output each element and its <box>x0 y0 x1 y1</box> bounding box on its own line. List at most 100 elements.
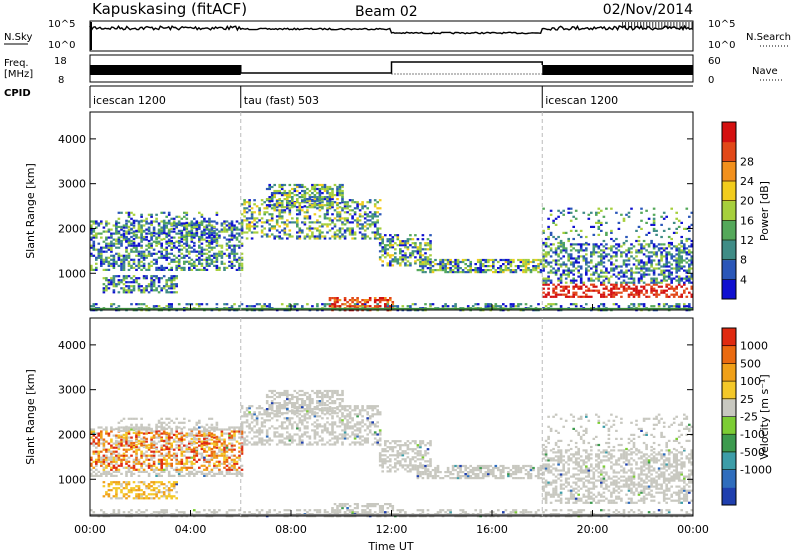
echo-cell <box>213 220 216 222</box>
echo-cell <box>284 221 287 223</box>
echo-cell <box>98 459 101 461</box>
echo-cell <box>130 426 133 428</box>
echo-cell <box>128 265 131 267</box>
echo-cell <box>354 219 357 221</box>
echo-cell <box>294 190 297 192</box>
echo-cell <box>675 286 678 288</box>
echo-cell <box>462 261 465 263</box>
echo-cell <box>140 231 143 233</box>
echo-cell <box>560 276 563 278</box>
echo-cell <box>120 263 123 265</box>
echo-cell <box>150 447 153 449</box>
echo-cell <box>655 282 658 284</box>
echo-cell <box>170 283 173 285</box>
echo-cell <box>138 251 141 253</box>
echo-cell <box>680 296 683 298</box>
echo-cell <box>158 291 161 293</box>
echo-cell <box>160 253 163 255</box>
echo-cell <box>196 255 199 257</box>
echo-cell <box>660 274 663 276</box>
echo-cell <box>550 305 553 307</box>
echo-cell <box>135 281 138 283</box>
echo-cell <box>424 258 427 260</box>
echo-cell <box>680 265 683 267</box>
echo-cell <box>226 239 229 241</box>
echo-cell <box>211 220 214 222</box>
echo-cell <box>565 263 568 265</box>
echo-cell <box>158 441 161 443</box>
echo-cell <box>128 245 131 247</box>
echo-cell <box>231 227 234 229</box>
echo-cell <box>170 465 173 467</box>
echo-cell <box>444 259 447 261</box>
echo-cell <box>133 263 136 265</box>
echo-cell <box>527 267 530 269</box>
echo-cell <box>316 221 319 223</box>
echo-cell <box>168 291 171 293</box>
echo-cell <box>140 438 143 440</box>
echo-cell <box>158 461 161 463</box>
echo-cell <box>557 216 560 218</box>
echo-cell <box>276 223 279 225</box>
echo-cell <box>407 242 410 244</box>
echo-cell <box>490 269 493 271</box>
echo-cell <box>208 247 211 249</box>
echo-cell <box>93 243 96 245</box>
echo-cell <box>193 438 196 440</box>
echo-cell <box>314 198 317 200</box>
echo-cell <box>356 225 359 227</box>
echo-cell <box>655 278 658 280</box>
echo-cell <box>552 251 555 253</box>
echo-cell <box>613 294 616 296</box>
echo-cell <box>507 263 510 265</box>
echo-cell <box>135 303 138 305</box>
echo-cell <box>93 247 96 249</box>
echo-cell <box>246 217 249 219</box>
echo-cell <box>555 274 558 276</box>
echo-cell <box>160 463 163 465</box>
echo-cell <box>133 242 136 244</box>
echo-cell <box>150 279 153 281</box>
echo-cell <box>570 282 573 284</box>
echo-cell <box>231 253 234 255</box>
echo-cell <box>216 441 219 443</box>
echo-cell <box>620 265 623 267</box>
echo-cell <box>273 194 276 196</box>
echo-cell <box>223 267 226 269</box>
echo-cell <box>336 204 339 206</box>
echo-cell <box>547 228 550 230</box>
echo-cell <box>633 272 636 274</box>
echo-cell <box>261 425 264 427</box>
echo-cell <box>211 229 214 231</box>
echo-cell <box>95 469 98 471</box>
echo-cell <box>178 249 181 251</box>
echo-cell <box>196 435 199 437</box>
echo-cell <box>628 288 631 290</box>
echo-cell <box>193 251 196 253</box>
echo-cell <box>251 211 254 213</box>
echo-cell <box>113 467 116 469</box>
echo-cell <box>165 279 168 281</box>
echo-cell <box>143 259 146 261</box>
echo-cell <box>93 231 96 233</box>
echo-cell <box>665 216 668 218</box>
echo-cell <box>153 493 156 495</box>
echo-cell <box>374 223 377 225</box>
echo-cell <box>158 491 161 493</box>
echo-cell <box>369 219 372 221</box>
echo-cell <box>444 267 447 269</box>
echo-cell <box>575 292 578 294</box>
echo-cell <box>261 203 264 205</box>
echo-cell <box>130 236 133 238</box>
echo-cell <box>294 305 297 307</box>
echo-cell <box>294 184 297 186</box>
echo-cell <box>560 282 563 284</box>
echo-cell <box>404 240 407 242</box>
echo-cell <box>243 443 246 445</box>
echo-cell <box>665 270 668 272</box>
echo-cell <box>218 267 221 269</box>
echo-cell <box>570 263 573 265</box>
echo-cell <box>520 261 523 263</box>
echo-cell <box>645 234 648 236</box>
